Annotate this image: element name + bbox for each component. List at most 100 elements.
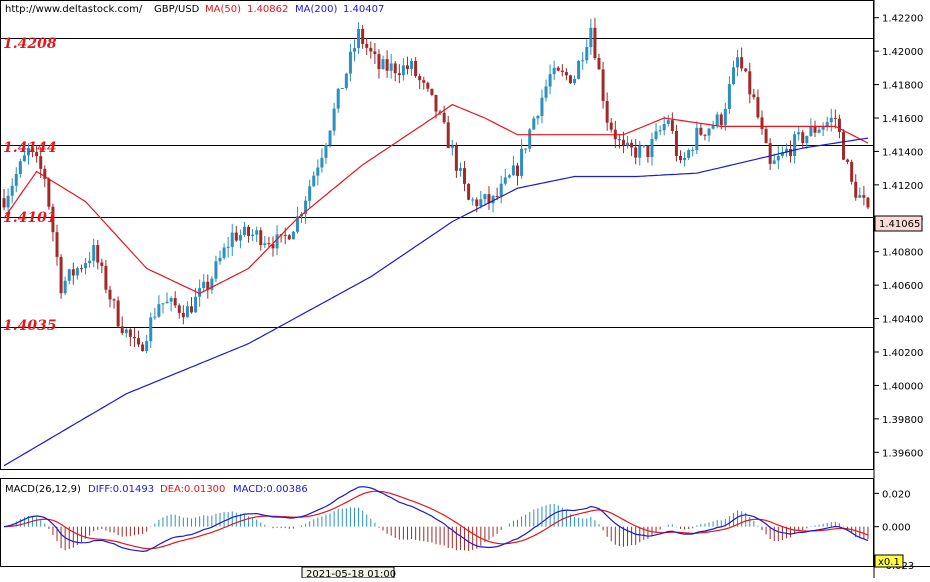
candle-body [332, 108, 336, 131]
candle-body [503, 177, 507, 184]
last-price-label: 1.41065 [879, 219, 920, 230]
candle-body [26, 148, 30, 156]
candle-body [740, 57, 744, 69]
candle-body [634, 147, 638, 158]
candle-body [479, 199, 483, 207]
candle-body [846, 159, 850, 162]
zoom-box[interactable] [874, 554, 904, 568]
candle-body [683, 157, 687, 161]
candle-body [275, 234, 279, 249]
level-label-1: 1.4208 [3, 36, 57, 52]
candle-body [487, 194, 491, 204]
candle-body [744, 68, 748, 72]
candle-body [780, 152, 784, 156]
candle-body [361, 28, 365, 44]
candle-body [499, 183, 503, 196]
candle-body [10, 185, 14, 196]
candle-body [365, 43, 369, 48]
candle-body [418, 76, 422, 81]
candle-body [858, 195, 862, 198]
y-tick-label: 1.40800 [882, 248, 923, 259]
candle-body [287, 235, 291, 240]
macd-dea: DEA:0.01300 [160, 484, 225, 495]
candle-body [206, 281, 210, 290]
candle-body [51, 206, 55, 233]
candle-body [369, 47, 373, 52]
site-url[interactable]: http://www.deltastock.com/ [5, 4, 143, 15]
candle-body [666, 120, 670, 124]
candle-body [577, 61, 581, 79]
candle-body [336, 88, 340, 109]
candle-body [748, 71, 752, 95]
candle-body [438, 111, 442, 113]
candle-body [556, 67, 560, 71]
candle-body [715, 114, 719, 126]
candle-body [283, 234, 287, 236]
time-cursor-label: 2021-05-18 01:00 [306, 569, 396, 578]
candle-body [153, 316, 157, 318]
candle-body [132, 336, 136, 339]
candle-body [194, 296, 198, 313]
macd-diff-line [3, 486, 869, 553]
candle-body [736, 57, 740, 68]
candle-body [161, 303, 165, 305]
candle-body [422, 80, 426, 83]
candle-body [328, 130, 332, 146]
candle-body [59, 256, 63, 294]
candle-body [426, 82, 430, 89]
candle-body [92, 245, 96, 261]
candle-body [658, 130, 662, 132]
candle-body [75, 268, 79, 276]
y-tick-label: 1.40600 [882, 281, 923, 292]
y-tick-label: 1.40200 [882, 348, 923, 359]
candle-body [544, 86, 548, 98]
candle-body [434, 94, 438, 112]
candle-body [601, 69, 605, 102]
candle-body [670, 120, 674, 131]
candle-body [185, 306, 189, 318]
candle-body [189, 306, 193, 313]
candle-body [316, 167, 320, 176]
macd-title: MACD(26,12,9) [5, 484, 81, 495]
candle-body [2, 198, 6, 208]
candle-body [560, 70, 564, 73]
candle-body [430, 88, 434, 95]
candle-body [18, 161, 22, 175]
y-tick-label: 1.41200 [882, 181, 923, 192]
y-tick-label: 1.40400 [882, 315, 923, 326]
candle-body [829, 117, 833, 123]
candle-body [226, 246, 230, 248]
candle-body [617, 139, 621, 141]
candle-body [458, 168, 462, 171]
candle-body [825, 122, 829, 127]
candle-body [850, 161, 854, 182]
candle-body [71, 269, 75, 276]
candle-body [389, 63, 393, 71]
candle-body [524, 148, 528, 150]
candle-body [79, 268, 83, 270]
candle-body [520, 148, 524, 176]
macd-dea-line [3, 490, 869, 550]
candle-body [821, 126, 825, 130]
candle-body [646, 145, 650, 158]
candle-body [674, 130, 678, 156]
candle-body [642, 145, 646, 147]
candle-body [837, 118, 841, 132]
candle-body [707, 128, 711, 136]
candle-body [352, 48, 356, 52]
candle-body [568, 75, 572, 84]
candle-body [662, 123, 666, 131]
candle-body [866, 197, 870, 208]
candle-body [348, 51, 352, 74]
candle-body [516, 165, 520, 176]
zoom-label: x0.1 [878, 557, 900, 568]
candle-body [267, 243, 271, 245]
candle-body [218, 257, 222, 262]
candle-body [414, 60, 418, 77]
y-tick-label: 1.39600 [882, 448, 923, 459]
candle-body [454, 145, 458, 171]
candle-body [621, 139, 625, 146]
candle-body [63, 280, 67, 294]
